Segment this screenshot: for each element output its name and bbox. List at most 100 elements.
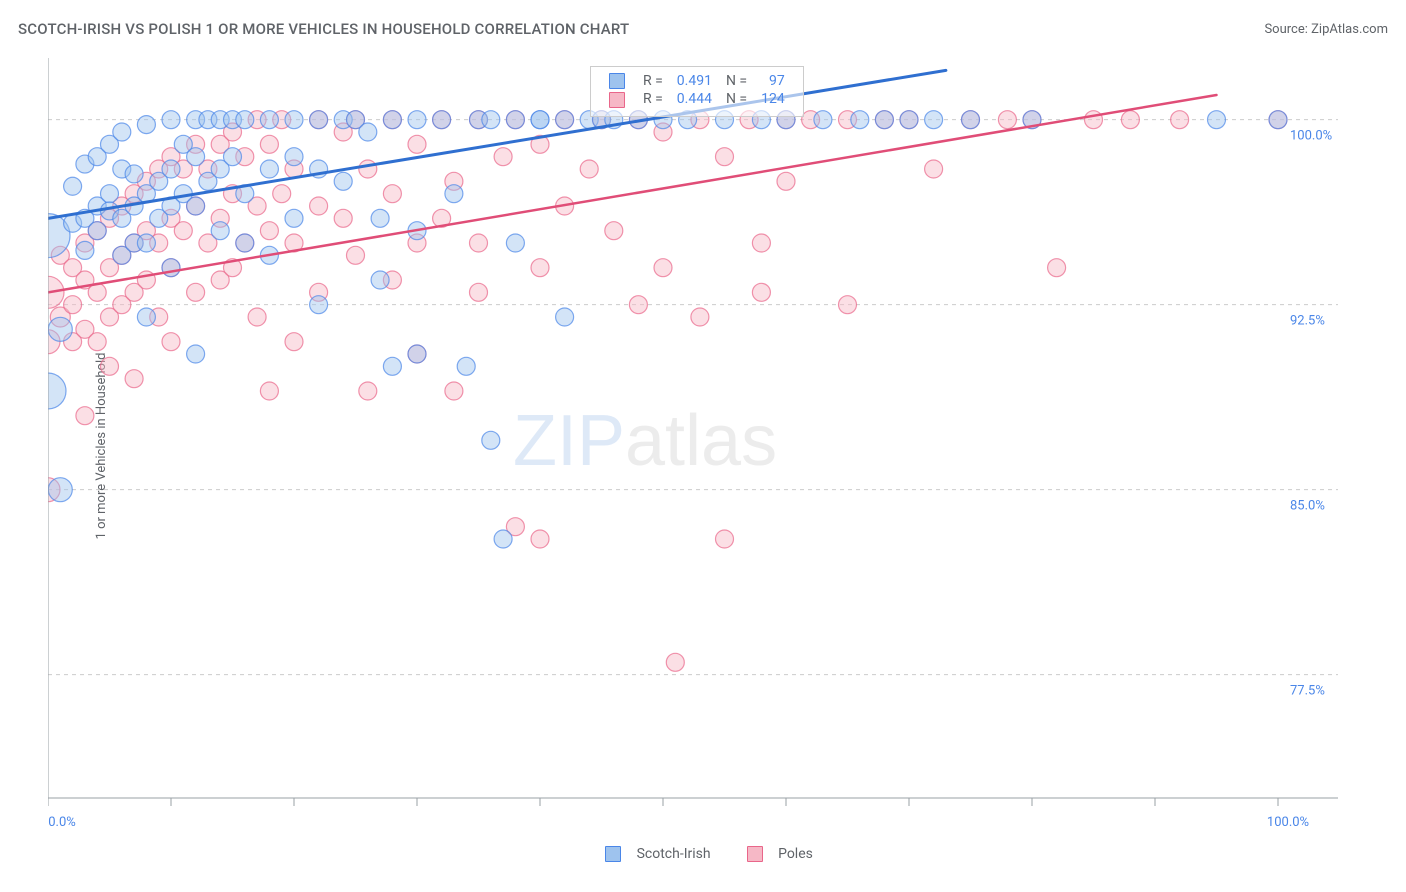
scatter-point bbox=[457, 357, 475, 375]
scatter-point bbox=[162, 160, 180, 178]
scatter-point bbox=[187, 197, 205, 215]
legend-swatch bbox=[747, 846, 763, 862]
scatter-point bbox=[310, 197, 328, 215]
legend-n-value: 97 bbox=[755, 73, 791, 89]
scatter-point bbox=[1208, 111, 1226, 129]
scatter-point bbox=[113, 123, 131, 141]
scatter-point bbox=[88, 222, 106, 240]
legend-item: Poles bbox=[735, 846, 813, 862]
scatter-point bbox=[839, 296, 857, 314]
scatter-point bbox=[408, 111, 426, 129]
scatter-point bbox=[666, 653, 684, 671]
scatter-point bbox=[383, 357, 401, 375]
scatter-point bbox=[137, 308, 155, 326]
scatter-point bbox=[716, 530, 734, 548]
legend-swatch bbox=[609, 92, 625, 108]
scatter-point bbox=[48, 317, 72, 341]
scatter-point bbox=[814, 111, 832, 129]
scatter-point bbox=[875, 111, 893, 129]
scatter-point bbox=[998, 111, 1016, 129]
svg-text:92.5%: 92.5% bbox=[1290, 314, 1325, 329]
svg-text:85.0%: 85.0% bbox=[1290, 499, 1325, 514]
scatter-point bbox=[88, 333, 106, 351]
scatter-point bbox=[162, 333, 180, 351]
svg-text:100.0%: 100.0% bbox=[1267, 815, 1309, 830]
scatter-point bbox=[162, 259, 180, 277]
scatter-point bbox=[187, 148, 205, 166]
legend-r-value: 0.491 bbox=[671, 73, 718, 89]
legend-n-label: N = bbox=[720, 91, 753, 107]
scatter-point bbox=[445, 185, 463, 203]
scatter-point bbox=[285, 333, 303, 351]
scatter-point bbox=[260, 111, 278, 129]
scatter-point bbox=[556, 111, 574, 129]
scatter-point bbox=[925, 111, 943, 129]
scatter-point bbox=[408, 345, 426, 363]
scatter-point bbox=[506, 111, 524, 129]
correlation-legend: R =0.491N =97R =0.444N =124 bbox=[590, 66, 804, 117]
scatter-point bbox=[470, 234, 488, 252]
scatter-point bbox=[64, 177, 82, 195]
scatter-point bbox=[506, 234, 524, 252]
scatter-point bbox=[482, 431, 500, 449]
svg-text:0.0%: 0.0% bbox=[48, 815, 76, 830]
chart-title: SCOTCH-IRISH VS POLISH 1 OR MORE VEHICLE… bbox=[18, 20, 629, 38]
scatter-point bbox=[531, 111, 549, 129]
scatter-point bbox=[408, 135, 426, 153]
scatter-point bbox=[285, 209, 303, 227]
svg-text:ZIPatlas: ZIPatlas bbox=[513, 401, 777, 481]
scatter-point bbox=[101, 185, 119, 203]
source-link[interactable]: ZipAtlas.com bbox=[1311, 22, 1388, 37]
scatter-point bbox=[359, 382, 377, 400]
scatter-point bbox=[383, 111, 401, 129]
scatter-point bbox=[494, 530, 512, 548]
scatter-point bbox=[285, 111, 303, 129]
scatter-point bbox=[777, 172, 795, 190]
scatter-point bbox=[900, 111, 918, 129]
scatter-point bbox=[48, 478, 72, 502]
scatter-point bbox=[482, 111, 500, 129]
scatter-point bbox=[125, 165, 143, 183]
scatter-point bbox=[334, 172, 352, 190]
scatter-point bbox=[48, 373, 66, 409]
source-label: Source: bbox=[1264, 22, 1307, 37]
scatter-point bbox=[187, 345, 205, 363]
scatter-point bbox=[925, 160, 943, 178]
scatter-point bbox=[260, 160, 278, 178]
scatter-point bbox=[260, 135, 278, 153]
scatter-point bbox=[383, 185, 401, 203]
scatter-point bbox=[716, 148, 734, 166]
legend-n-label: N = bbox=[720, 73, 753, 89]
scatter-point bbox=[851, 111, 869, 129]
scatter-point bbox=[654, 259, 672, 277]
scatter-point bbox=[76, 407, 94, 425]
scatter-point bbox=[1085, 111, 1103, 129]
scatter-point bbox=[347, 246, 365, 264]
scatter-point bbox=[187, 283, 205, 301]
legend-r-label: R = bbox=[637, 73, 669, 89]
scatter-point bbox=[125, 370, 143, 388]
scatter-point bbox=[137, 234, 155, 252]
scatter-point bbox=[371, 271, 389, 289]
legend-r-value: 0.444 bbox=[671, 91, 718, 107]
scatter-point bbox=[236, 234, 254, 252]
scatter-point bbox=[1171, 111, 1189, 129]
scatter-point bbox=[260, 382, 278, 400]
scatter-point bbox=[433, 111, 451, 129]
scatter-point bbox=[359, 123, 377, 141]
scatter-point bbox=[101, 357, 119, 375]
scatter-point bbox=[605, 222, 623, 240]
legend-n-value: 124 bbox=[755, 91, 791, 107]
svg-text:100.0%: 100.0% bbox=[1290, 129, 1332, 144]
scatter-point bbox=[752, 283, 770, 301]
scatter-point bbox=[64, 296, 82, 314]
scatter-point bbox=[691, 308, 709, 326]
scatter-point bbox=[1269, 111, 1287, 129]
scatter-point bbox=[248, 308, 266, 326]
svg-text:77.5%: 77.5% bbox=[1290, 684, 1325, 699]
scatter-point bbox=[273, 185, 291, 203]
legend-item: Scotch-Irish bbox=[593, 846, 710, 862]
scatter-point bbox=[531, 259, 549, 277]
scatter-point bbox=[174, 222, 192, 240]
scatter-point bbox=[334, 209, 352, 227]
